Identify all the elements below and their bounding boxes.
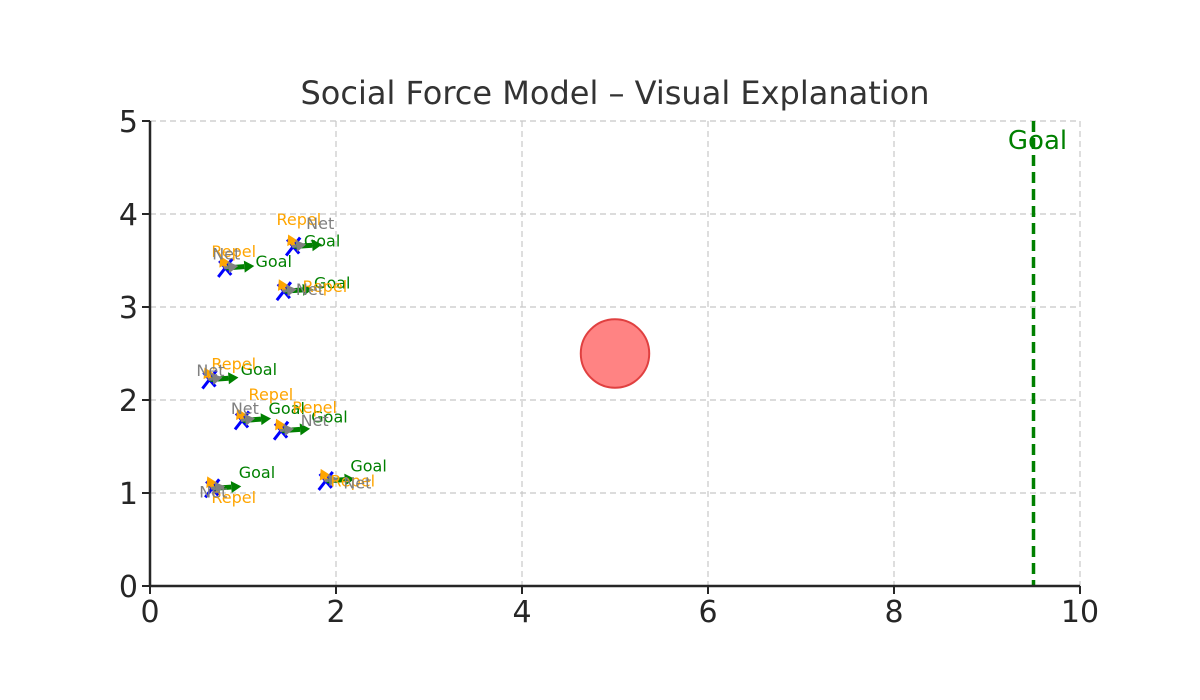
repel-force-arrow-5-head bbox=[275, 418, 286, 431]
goal-force-arrow-6-head bbox=[344, 473, 355, 486]
net-force-arrow-2 bbox=[282, 284, 297, 297]
goal-force-arrow-5-head bbox=[299, 423, 311, 436]
net-force-arrow-6-shaft bbox=[324, 478, 330, 483]
axes bbox=[142, 120, 1081, 594]
repel-force-arrow-6-head bbox=[319, 468, 331, 481]
repel-label-3: Repel bbox=[211, 354, 256, 373]
x-tick-label-3: 6 bbox=[698, 595, 717, 630]
goal-label-7: Goal bbox=[239, 463, 275, 482]
repel-force-arrow-0-head bbox=[287, 234, 298, 247]
net-label-6: Net bbox=[343, 473, 371, 492]
net-force-arrow-1-head bbox=[227, 261, 239, 274]
net-force-arrow-6-head bbox=[327, 474, 339, 487]
x-tick-label-4: 8 bbox=[884, 595, 903, 630]
obstacle-group bbox=[579, 318, 651, 389]
goal-line-label: Goal bbox=[1008, 126, 1067, 156]
tick-labels: 0 2 4 6 8 10 0 1 2 3 4 5 bbox=[119, 105, 1099, 630]
net-force-arrow-0 bbox=[291, 240, 307, 252]
net-force-arrow-7-head bbox=[214, 481, 226, 494]
goal-label-2: Goal bbox=[314, 273, 350, 292]
net-label-0: Net bbox=[306, 214, 334, 233]
repel-label-6: Repel bbox=[330, 471, 375, 490]
repel-label-1: Repel bbox=[211, 242, 256, 261]
repel-force-arrow-1-head bbox=[219, 255, 231, 268]
net-label-3: Net bbox=[196, 361, 224, 380]
repel-label-4: Repel bbox=[249, 385, 294, 404]
net-force-arrow-7 bbox=[211, 481, 226, 494]
x-tick-label-1: 2 bbox=[326, 595, 345, 630]
goal-force-arrow-1-head bbox=[243, 260, 255, 273]
net-force-arrow-3-head bbox=[211, 373, 223, 385]
repel-force-arrow-4-head bbox=[236, 408, 247, 421]
y-tick-label-2: 2 bbox=[119, 384, 138, 419]
net-label-4: Net bbox=[231, 399, 259, 418]
net-force-arrow-5-shaft bbox=[279, 428, 285, 433]
net-force-arrow-5 bbox=[279, 424, 295, 437]
net-force-arrow-1-shaft bbox=[224, 265, 229, 270]
obstacle-circle bbox=[579, 318, 651, 389]
net-label-7: Net bbox=[199, 483, 227, 502]
net-force-arrow-7-shaft bbox=[211, 486, 216, 490]
goal-force-arrow-0-head bbox=[311, 239, 323, 252]
x-tick-label-0: 0 bbox=[140, 595, 159, 630]
agents-group: GoalRepelNetGoalRepelNetGoalRepelNetGoal… bbox=[196, 210, 386, 507]
repel-force-arrow-7-head bbox=[206, 476, 218, 488]
goal-label-3: Goal bbox=[241, 360, 277, 379]
net-label-2: Net bbox=[296, 280, 324, 299]
goal-label-6: Goal bbox=[350, 457, 386, 476]
net-force-arrow-2-head bbox=[286, 284, 297, 297]
net-force-arrow-0-head bbox=[295, 240, 307, 252]
repel-label-5: Repel bbox=[292, 398, 337, 417]
x-tick-label-5: 10 bbox=[1061, 595, 1099, 630]
repel-force-arrow-3-head bbox=[203, 367, 215, 380]
goal-label-5: Goal bbox=[311, 407, 347, 426]
net-force-arrow-5-head bbox=[283, 424, 295, 437]
net-label-1: Net bbox=[212, 245, 240, 264]
goal-force-arrow-3-head bbox=[228, 372, 239, 385]
goal-label-0: Goal bbox=[304, 232, 340, 251]
net-force-arrow-1 bbox=[224, 261, 239, 274]
net-force-arrow-3 bbox=[208, 373, 223, 385]
repel-label-0: Repel bbox=[276, 210, 321, 229]
net-force-arrow-4-head bbox=[244, 413, 255, 426]
y-tick-label-0: 0 bbox=[119, 570, 138, 605]
goal-line-group: Goal bbox=[1008, 121, 1067, 586]
repel-force-arrow-2-head bbox=[277, 279, 289, 291]
chart-title: Social Force Model – Visual Explanation bbox=[300, 74, 929, 112]
goal-label-4: Goal bbox=[268, 399, 304, 418]
goal-force-arrow-7-head bbox=[230, 481, 242, 494]
net-force-arrow-2-shaft bbox=[282, 289, 288, 293]
net-label-5: Net bbox=[301, 411, 329, 430]
net-force-arrow-3-shaft bbox=[208, 377, 213, 382]
repel-label-7: Repel bbox=[211, 488, 256, 507]
net-force-arrow-0-shaft bbox=[291, 244, 297, 249]
net-force-arrow-4-shaft bbox=[240, 418, 246, 422]
y-tick-label-3: 3 bbox=[119, 291, 138, 326]
y-tick-label-1: 1 bbox=[119, 477, 138, 512]
goal-force-arrow-4-head bbox=[260, 413, 271, 426]
net-force-arrow-6 bbox=[324, 474, 339, 487]
y-tick-label-5: 5 bbox=[119, 105, 138, 140]
x-tick-label-2: 4 bbox=[512, 595, 531, 630]
y-tick-label-4: 4 bbox=[119, 198, 138, 233]
repel-label-2: Repel bbox=[302, 277, 347, 296]
net-force-arrow-4 bbox=[240, 413, 255, 426]
goal-force-arrow-2-head bbox=[302, 283, 313, 296]
goal-label-1: Goal bbox=[255, 252, 291, 271]
